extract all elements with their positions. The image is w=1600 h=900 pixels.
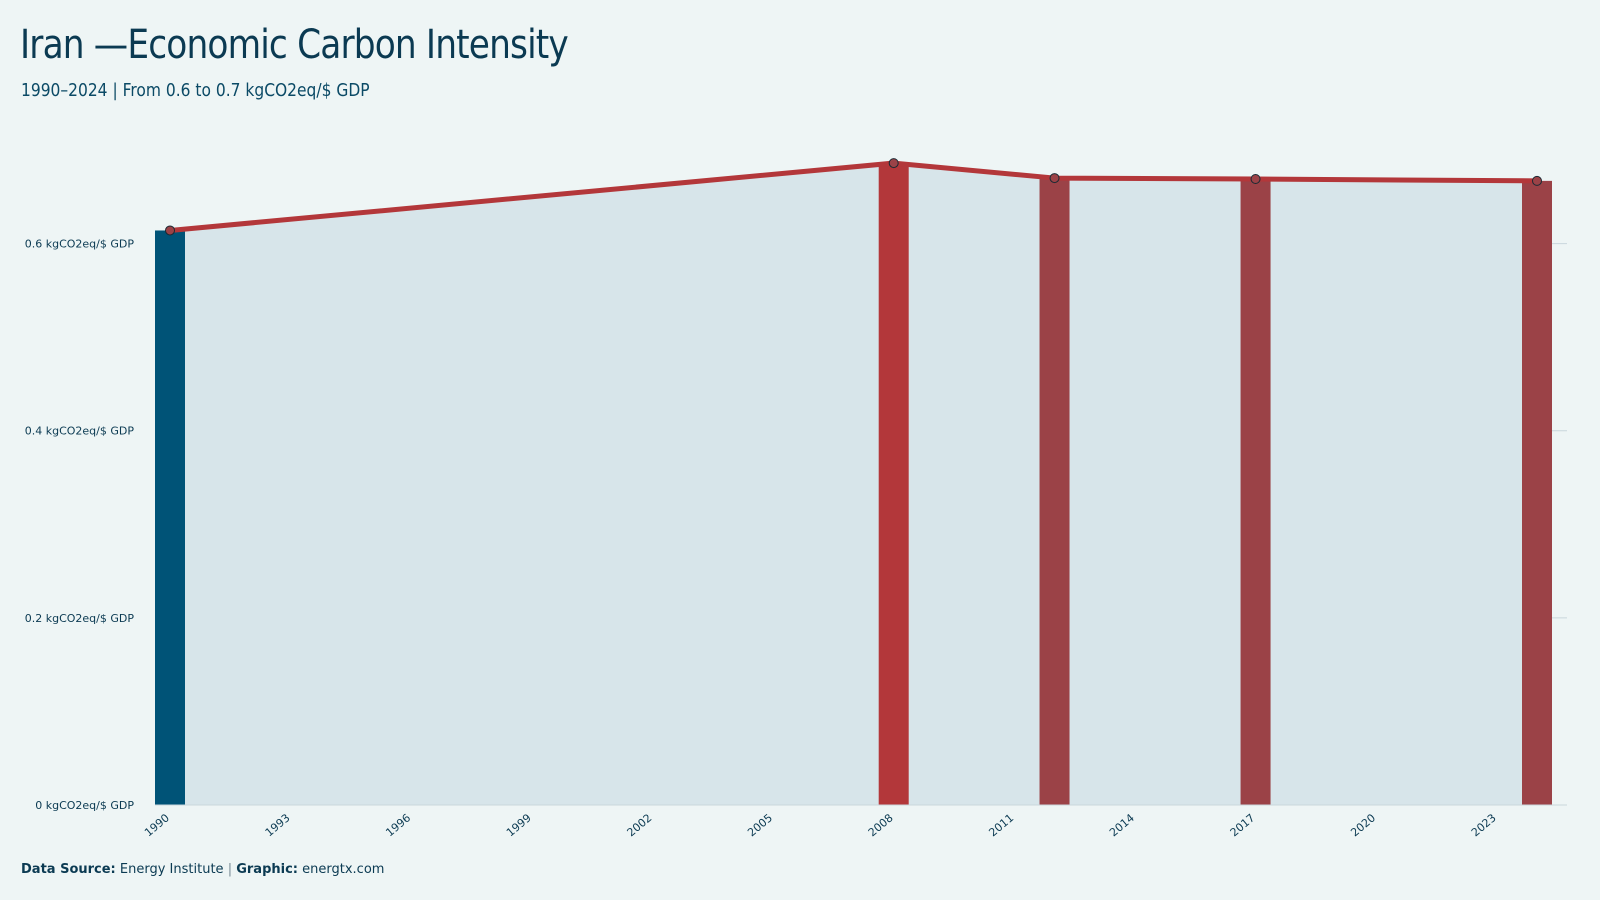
bar-1990 [155, 230, 185, 805]
data-point-2024 [1532, 175, 1542, 186]
footer-separator: | [227, 862, 233, 877]
graphic-value: energtx.com [302, 862, 385, 877]
source-label: Data Source: [21, 862, 116, 877]
x-tick-label: 2014 [1107, 811, 1137, 839]
x-tick-label: 2011 [986, 811, 1016, 839]
x-tick-label: 2023 [1469, 811, 1499, 839]
graphic-label: Graphic: [236, 862, 298, 877]
x-tick-label: 1999 [504, 811, 534, 839]
data-point-2017 [1250, 174, 1261, 185]
y-tick-label: 0.2 kgCO2eq/$ GDP [25, 612, 135, 625]
data-point-2008 [888, 158, 899, 169]
x-tick-label: 1990 [142, 811, 172, 839]
chart-title: Iran —Economic Carbon Intensity [20, 22, 569, 68]
bar-2012 [1039, 178, 1070, 806]
x-tick-label: 1996 [383, 811, 413, 839]
bar-2024 [1522, 180, 1552, 806]
y-tick-label: 0.4 kgCO2eq/$ GDP [25, 425, 135, 438]
x-tick-label: 2020 [1348, 811, 1378, 839]
footer: Data Source: Energy Institute | Graphic:… [21, 862, 384, 877]
bar-2008 [878, 163, 909, 806]
x-tick-label: 2002 [625, 811, 655, 839]
y-tick-label: 0.6 kgCO2eq/$ GDP [25, 238, 135, 251]
chart-subtitle: 1990–2024 | From 0.6 to 0.7 kgCO2eq/$ GD… [21, 80, 370, 101]
x-tick-label: 2005 [745, 811, 775, 839]
x-tick-label: 2017 [1228, 811, 1258, 839]
source-value: Energy Institute [119, 862, 224, 877]
y-tick-label: 0 kgCO2eq/$ GDP [35, 799, 134, 812]
data-point-1990 [165, 225, 175, 236]
data-point-2012 [1049, 173, 1060, 184]
bar-2017 [1240, 179, 1271, 805]
x-tick-label: 2008 [866, 811, 896, 839]
area-fill [170, 163, 1537, 806]
x-tick-label: 1993 [263, 811, 293, 839]
